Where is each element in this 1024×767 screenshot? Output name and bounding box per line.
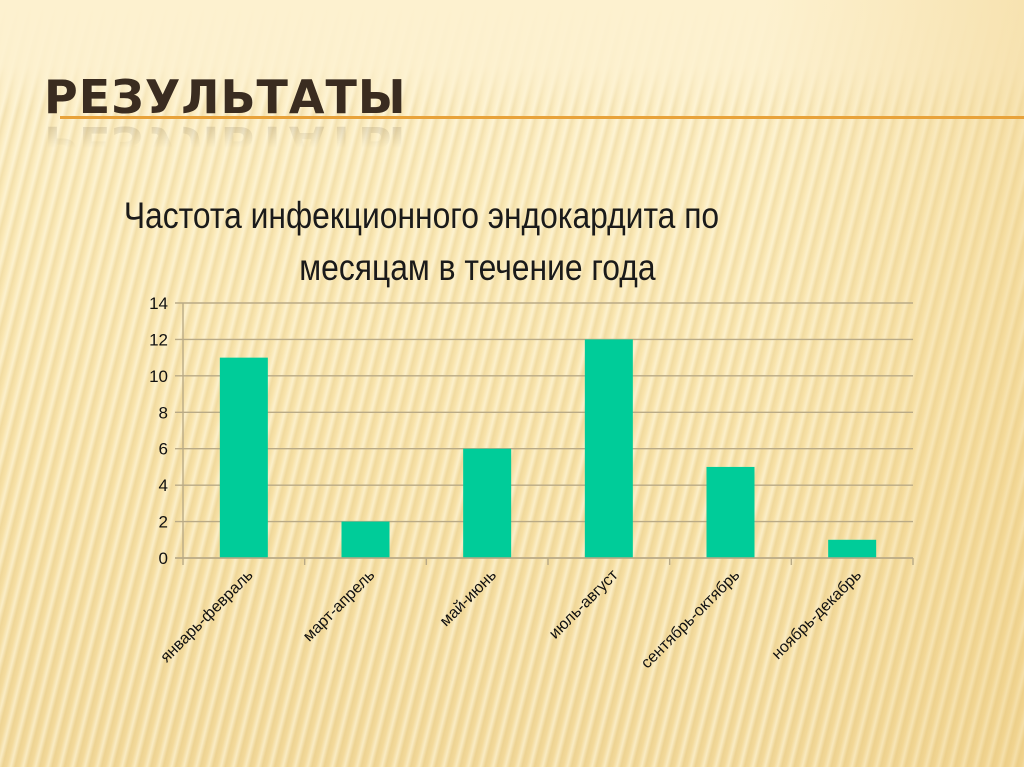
x-tick-label: июль-август [546, 566, 622, 642]
y-tick-label: 6 [159, 440, 168, 459]
bar-1 [219, 357, 268, 558]
bar-5 [706, 466, 755, 558]
y-axis: 0 2 4 6 8 10 12 14 [149, 294, 184, 568]
y-tick-label: 8 [159, 403, 168, 422]
title-underline [60, 116, 1024, 119]
x-axis: январь-февраль март-апрель май-июнь июль-ав… [157, 557, 914, 672]
y-tick-label: 12 [149, 330, 168, 349]
bar-2 [341, 521, 390, 558]
y-tick-label: 14 [149, 294, 168, 313]
y-tick-label: 10 [149, 367, 168, 386]
bar-4 [584, 339, 633, 558]
x-tick-label: сентябрь-октябрь [638, 567, 743, 672]
x-tick-label: ноябрь-декабрь [769, 567, 865, 663]
chart-gridlines [175, 302, 913, 559]
bar-6 [828, 539, 877, 558]
y-tick-label: 4 [159, 476, 168, 495]
bar-3 [463, 448, 512, 558]
x-tick-label: январь-февраль [157, 567, 256, 666]
x-tick-label: май-июнь [437, 567, 500, 630]
chart-title-line-2: месяцам в течение года [299, 247, 656, 288]
x-tick-label: март-апрель [300, 567, 378, 645]
y-tick-label: 0 [159, 549, 168, 568]
chart-title-line-1: Частота инфекционного эндокардита по [123, 195, 720, 236]
y-tick-label: 2 [159, 513, 168, 532]
chart-bars [219, 339, 877, 558]
slide-title: РЕЗУЛЬТАТЫ [44, 70, 407, 124]
